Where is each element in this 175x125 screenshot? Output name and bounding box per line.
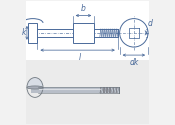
Bar [38, 87, 100, 93]
Ellipse shape [27, 86, 43, 89]
Text: dk: dk [129, 58, 138, 67]
Bar [103, 87, 105, 93]
Bar [108, 87, 109, 93]
Bar [26, 60, 149, 124]
Text: l: l [79, 53, 81, 62]
Bar [113, 87, 114, 93]
Ellipse shape [27, 78, 43, 97]
Bar [106, 87, 108, 93]
Bar [117, 87, 119, 93]
Bar [111, 87, 113, 93]
Bar [73, 23, 94, 43]
Bar [102, 87, 103, 93]
Text: d: d [148, 19, 152, 28]
Bar [31, 87, 38, 93]
Bar [109, 87, 111, 93]
Bar [28, 23, 37, 43]
Bar [105, 87, 106, 93]
Text: b: b [81, 4, 86, 13]
Bar [114, 87, 116, 93]
Bar [116, 87, 117, 93]
Text: k: k [22, 28, 26, 37]
Bar [26, 1, 149, 60]
Bar [100, 87, 102, 93]
